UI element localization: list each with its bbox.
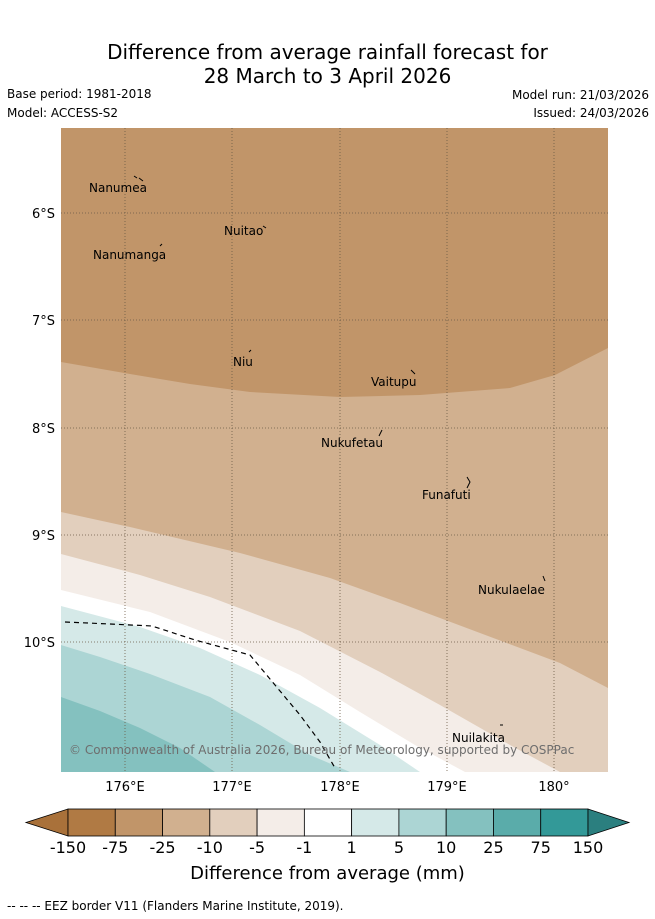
colorbar-box: [351, 808, 400, 837]
map-area: Nanumea Nuitao Nanumanga Niu Vaitupu Nuk…: [61, 128, 608, 772]
eez-border: [64, 621, 336, 769]
island-shape-niu: [248, 349, 252, 353]
colorbar-box: [303, 808, 353, 837]
lon-label: 178°E: [320, 780, 360, 795]
title-line-2: 28 March to 3 April 2026: [203, 64, 452, 88]
colorbar-box: [162, 808, 211, 837]
title-line-1: Difference from average rainfall forecas…: [107, 40, 548, 64]
island-shape-nanumanga: [159, 243, 163, 247]
lat-label: 9°S: [32, 529, 55, 544]
island-label: Nanumea: [89, 181, 147, 195]
copyright-notice: © Commonwealth of Australia 2026, Bureau…: [69, 743, 574, 757]
island-shape-funafuti: [466, 476, 471, 489]
island-label: Nukulaelae: [478, 583, 545, 597]
colorbar-box: [209, 808, 258, 837]
colorbar-tick-label: -25: [149, 838, 175, 857]
island-label: Nukufetau: [321, 436, 383, 450]
island-label: Nanumanga: [93, 248, 166, 262]
island-shape-nukufetau: [378, 429, 383, 437]
lon-label: 179°E: [427, 780, 467, 795]
lon-label: 180°: [538, 780, 569, 795]
rainfall-map: Nanumea Nuitao Nanumanga Niu Vaitupu Nuk…: [24, 128, 631, 857]
colorbar-arrow-low: [24, 808, 69, 837]
model-run: Model run: 21/03/2026: [511, 88, 649, 102]
colorbar: -150 -75 -25 -10 -5 -1 1 5 10 25 75 150: [24, 808, 631, 857]
chart-title: Difference from average rainfall forecas…: [0, 40, 655, 88]
lat-label: 6°S: [32, 207, 55, 222]
base-period: Base period: 1981-2018: [7, 87, 152, 101]
colorbar-arrow-high: [587, 808, 631, 837]
island-shape-vaitupu: [410, 369, 416, 375]
lon-label: 177°E: [212, 780, 252, 795]
island-label: Nuitao: [224, 224, 263, 238]
lat-label: 7°S: [32, 314, 55, 329]
model-name: Model: ACCESS-S2: [7, 106, 119, 120]
colorbar-tick-label: 75: [531, 838, 551, 857]
colorbar-tick-label: 150: [573, 838, 604, 857]
island-label: Vaitupu: [371, 375, 417, 389]
lon-label: 176°E: [105, 780, 145, 795]
lat-label: 10°S: [24, 636, 55, 651]
colorbar-tick-label: -10: [197, 838, 223, 857]
colorbar-box: [67, 808, 116, 837]
colorbar-tick-label: -5: [249, 838, 265, 857]
colorbar-box: [493, 808, 542, 837]
colorbar-box: [445, 808, 494, 837]
grid-lines: [61, 128, 608, 772]
island-label: Funafuti: [422, 488, 471, 502]
colorbar-box: [114, 808, 163, 837]
island-shape-nuitao: [262, 225, 267, 229]
island-shape-nanumea: [133, 175, 144, 182]
colorbar-box: [540, 808, 589, 837]
colorbar-tick-label: 25: [483, 838, 503, 857]
colorbar-box: [256, 808, 305, 837]
island-label: Nuilakita: [452, 731, 505, 745]
colorbar-tick-label: 5: [394, 838, 404, 857]
colorbar-title: Difference from average (mm): [190, 863, 465, 884]
island-label: Niu: [233, 355, 253, 369]
band-25-75: [61, 697, 215, 772]
colorbar-tick-label: -150: [50, 838, 86, 857]
eez-footnote: -- -- -- EEZ border V11 (Flanders Marine…: [7, 899, 344, 913]
colorbar-tick-label: -1: [296, 838, 312, 857]
lat-label: 8°S: [32, 422, 55, 437]
colorbar-tick-label: -75: [102, 838, 128, 857]
colorbar-tick-label: 10: [436, 838, 456, 857]
island-shape-nukulaelae: [542, 575, 546, 582]
colorbar-tick-label: 1: [347, 838, 357, 857]
colorbar-box: [398, 808, 447, 837]
issued-date: Issued: 24/03/2026: [533, 106, 649, 120]
